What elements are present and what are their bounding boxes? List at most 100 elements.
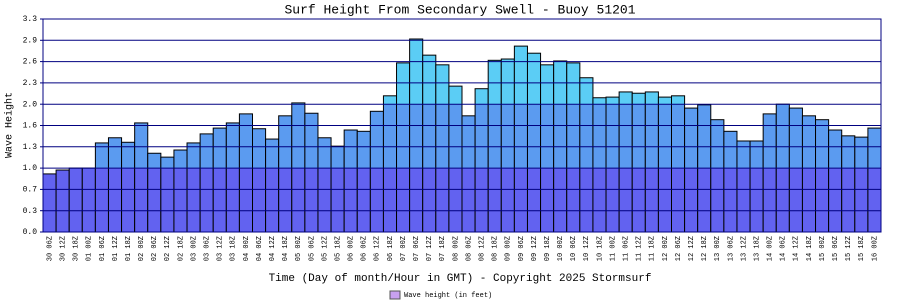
bar xyxy=(487,59,502,233)
x-tick-label: 08 06Z xyxy=(465,236,473,261)
x-tick-label: 06 06Z xyxy=(361,236,369,261)
x-tick-label: 10 00Z xyxy=(557,236,565,261)
x-tick-label: 11 18Z xyxy=(649,236,657,261)
bar xyxy=(147,152,162,233)
x-tick-label: 12 00Z xyxy=(662,236,670,261)
x-tick-label: 01 06Z xyxy=(99,236,107,261)
x-tick-label: 30 18Z xyxy=(73,236,81,261)
y-axis-label: Wave Height xyxy=(4,92,16,158)
bar xyxy=(409,38,424,233)
x-tick-label: 13 18Z xyxy=(753,236,761,261)
x-tick-label: 05 06Z xyxy=(308,236,316,261)
y-tick-label: 2.3 xyxy=(23,79,38,88)
x-tick-label: 11 12Z xyxy=(636,236,644,261)
bar xyxy=(238,113,253,233)
x-tick-label: 05 12Z xyxy=(321,236,329,261)
bar xyxy=(278,115,293,233)
chart-title: Surf Height From Secondary Swell - Buoy … xyxy=(284,2,635,17)
x-tick-label: 04 18Z xyxy=(282,236,290,261)
bar xyxy=(317,137,332,233)
x-tick-label: 09 00Z xyxy=(505,236,513,261)
plot-border xyxy=(42,18,882,233)
x-tick-label: 06 12Z xyxy=(374,236,382,261)
y-tick-label: 0.0 xyxy=(23,228,38,237)
bar xyxy=(94,142,109,233)
bar xyxy=(343,129,358,233)
x-tick-label: 02 18Z xyxy=(177,236,185,261)
bar xyxy=(749,140,764,233)
bar xyxy=(107,137,123,233)
bar xyxy=(671,95,686,233)
y-tick-label: 2.9 xyxy=(23,36,38,45)
y-tick-label: 1.3 xyxy=(23,143,38,152)
bar xyxy=(435,64,450,233)
bar xyxy=(186,142,201,233)
x-tick-label: 13 00Z xyxy=(714,236,722,261)
x-tick-label: 15 12Z xyxy=(845,236,853,261)
bar xyxy=(684,107,699,233)
bar xyxy=(212,127,227,233)
bar xyxy=(710,119,725,233)
x-tick-label: 06 00Z xyxy=(348,236,356,261)
x-tick-label: 15 00Z xyxy=(819,236,827,261)
x-tick-label: 07 12Z xyxy=(426,236,434,261)
bar xyxy=(605,96,620,233)
x-tick-label: 02 12Z xyxy=(164,236,172,261)
x-tick-label: 13 12Z xyxy=(740,236,748,261)
bar xyxy=(382,95,398,233)
bar xyxy=(540,64,555,233)
bar xyxy=(788,107,803,233)
x-tick-label: 02 06Z xyxy=(151,236,159,261)
bar xyxy=(265,138,280,233)
x-tick-label: 15 06Z xyxy=(832,236,840,261)
bar xyxy=(134,122,149,233)
bar xyxy=(225,122,240,233)
bar xyxy=(815,119,830,233)
x-tick-label: 07 18Z xyxy=(439,236,447,261)
x-tick-label: 01 00Z xyxy=(86,236,94,261)
bar xyxy=(841,135,856,233)
y-tick-label: 0.3 xyxy=(23,207,38,216)
bar xyxy=(68,167,83,233)
bar xyxy=(81,167,96,233)
x-tick-label: 08 12Z xyxy=(478,236,486,261)
bar xyxy=(461,115,476,233)
bar xyxy=(252,128,267,233)
x-tick-label: 08 00Z xyxy=(452,236,460,261)
bar xyxy=(199,133,214,233)
bar xyxy=(42,173,57,233)
x-tick-label: 03 06Z xyxy=(204,236,212,261)
y-tick-label: 3.3 xyxy=(23,15,38,24)
x-tick-label: 14 06Z xyxy=(780,236,788,261)
x-axis-label: Time (Day of month/Hour in GMT) - Copyri… xyxy=(269,273,652,285)
x-tick-label: 12 06Z xyxy=(675,236,683,261)
bar xyxy=(657,96,672,233)
bar xyxy=(291,102,306,233)
x-tick-label: 03 12Z xyxy=(217,236,225,261)
x-tick-label: 07 06Z xyxy=(413,236,421,261)
x-tick-label: 03 18Z xyxy=(230,236,238,261)
y-tick-label: 0.7 xyxy=(23,186,38,195)
bar xyxy=(500,58,515,233)
bar xyxy=(736,140,751,233)
x-tick-label: 05 00Z xyxy=(295,236,303,261)
bar xyxy=(579,77,594,233)
x-tick-label: 10 06Z xyxy=(570,236,578,261)
bar xyxy=(762,113,777,233)
bar xyxy=(55,169,70,233)
bar xyxy=(173,149,188,233)
x-tick-label: 12 12Z xyxy=(688,236,696,261)
legend-label: Wave height (in feet) xyxy=(404,292,492,300)
x-tick-label: 09 06Z xyxy=(518,236,526,261)
bar xyxy=(422,54,437,233)
y-tick-label: 2.6 xyxy=(23,58,38,67)
bar xyxy=(121,141,136,233)
x-tick-label: 08 18Z xyxy=(492,236,500,261)
x-tick-label: 04 00Z xyxy=(243,236,251,261)
x-tick-label: 01 12Z xyxy=(112,236,120,261)
bar xyxy=(304,112,319,233)
x-tick-label: 11 06Z xyxy=(623,236,631,261)
x-tick-label: 12 18Z xyxy=(701,236,709,261)
x-tick-label: 15 18Z xyxy=(858,236,866,261)
